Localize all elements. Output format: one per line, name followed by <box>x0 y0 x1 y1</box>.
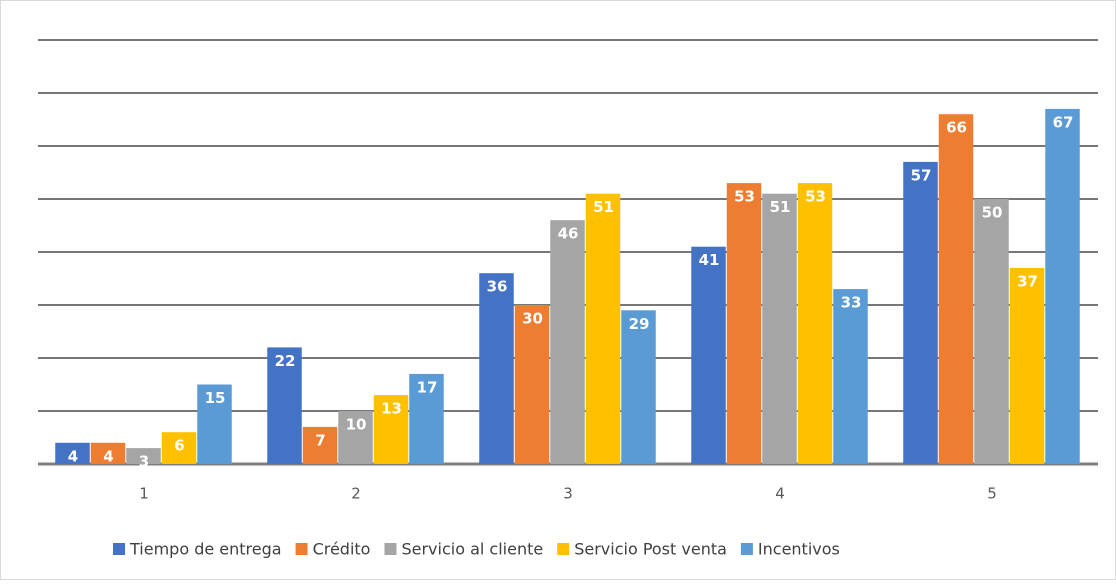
legend-label: Incentivos <box>758 540 840 559</box>
bar <box>338 411 373 464</box>
data-label: 17 <box>417 378 438 396</box>
bar <box>585 193 621 464</box>
data-label: 36 <box>487 278 508 296</box>
data-label: 37 <box>1017 272 1038 290</box>
bar <box>903 161 938 464</box>
data-label: 66 <box>946 119 967 137</box>
x-tick-label: 4 <box>775 485 785 503</box>
data-label: 50 <box>982 204 1003 222</box>
bar <box>691 246 726 464</box>
legend-swatch <box>295 543 308 555</box>
data-label: 4 <box>68 447 78 465</box>
data-label: 13 <box>381 400 402 418</box>
bar <box>797 183 833 464</box>
legend-label: Tiempo de entrega <box>129 540 282 559</box>
legend-label: Servicio al cliente <box>401 540 543 559</box>
data-label: 7 <box>315 431 325 449</box>
data-label: 41 <box>699 251 720 269</box>
bar <box>974 199 1009 464</box>
bar <box>90 442 126 464</box>
data-label: 4 <box>103 447 113 465</box>
data-label: 57 <box>911 166 932 184</box>
data-label: 53 <box>734 188 755 206</box>
bar <box>1045 108 1080 465</box>
bar <box>621 310 656 464</box>
data-label: 22 <box>275 352 296 370</box>
data-label: 30 <box>522 310 543 328</box>
legend-swatch <box>113 543 125 555</box>
bar <box>409 373 444 464</box>
bar <box>373 395 409 464</box>
x-tick-label: 5 <box>987 485 997 503</box>
bar <box>833 289 868 464</box>
legend-label: Crédito <box>313 540 371 559</box>
data-label: 53 <box>805 188 826 206</box>
bar <box>726 183 762 464</box>
data-label: 3 <box>139 453 149 471</box>
legend-label: Servicio Post venta <box>574 540 727 559</box>
bar <box>126 448 161 464</box>
data-label: 67 <box>1053 113 1074 131</box>
x-tick-label: 1 <box>139 485 149 503</box>
legend-swatch <box>740 543 753 555</box>
x-tick-label: 3 <box>563 485 573 503</box>
data-label: 46 <box>558 225 579 243</box>
data-label: 51 <box>593 198 614 216</box>
data-label: 29 <box>629 315 650 333</box>
bar <box>55 442 90 464</box>
data-label: 10 <box>346 416 367 434</box>
bar <box>267 347 302 464</box>
x-tick-label: 2 <box>351 485 361 503</box>
bar <box>762 193 797 464</box>
bar <box>161 432 197 464</box>
data-label: 15 <box>205 389 226 407</box>
legend-swatch <box>557 543 570 555</box>
legend-swatch <box>384 543 397 555</box>
bar <box>938 114 974 464</box>
bar <box>479 273 514 464</box>
data-label: 51 <box>770 198 791 216</box>
bar <box>550 220 585 464</box>
data-label: 33 <box>841 294 862 312</box>
bar <box>514 305 550 464</box>
data-label: 6 <box>174 437 184 455</box>
bar <box>302 426 338 464</box>
bar <box>1009 267 1045 464</box>
bar <box>197 384 232 464</box>
